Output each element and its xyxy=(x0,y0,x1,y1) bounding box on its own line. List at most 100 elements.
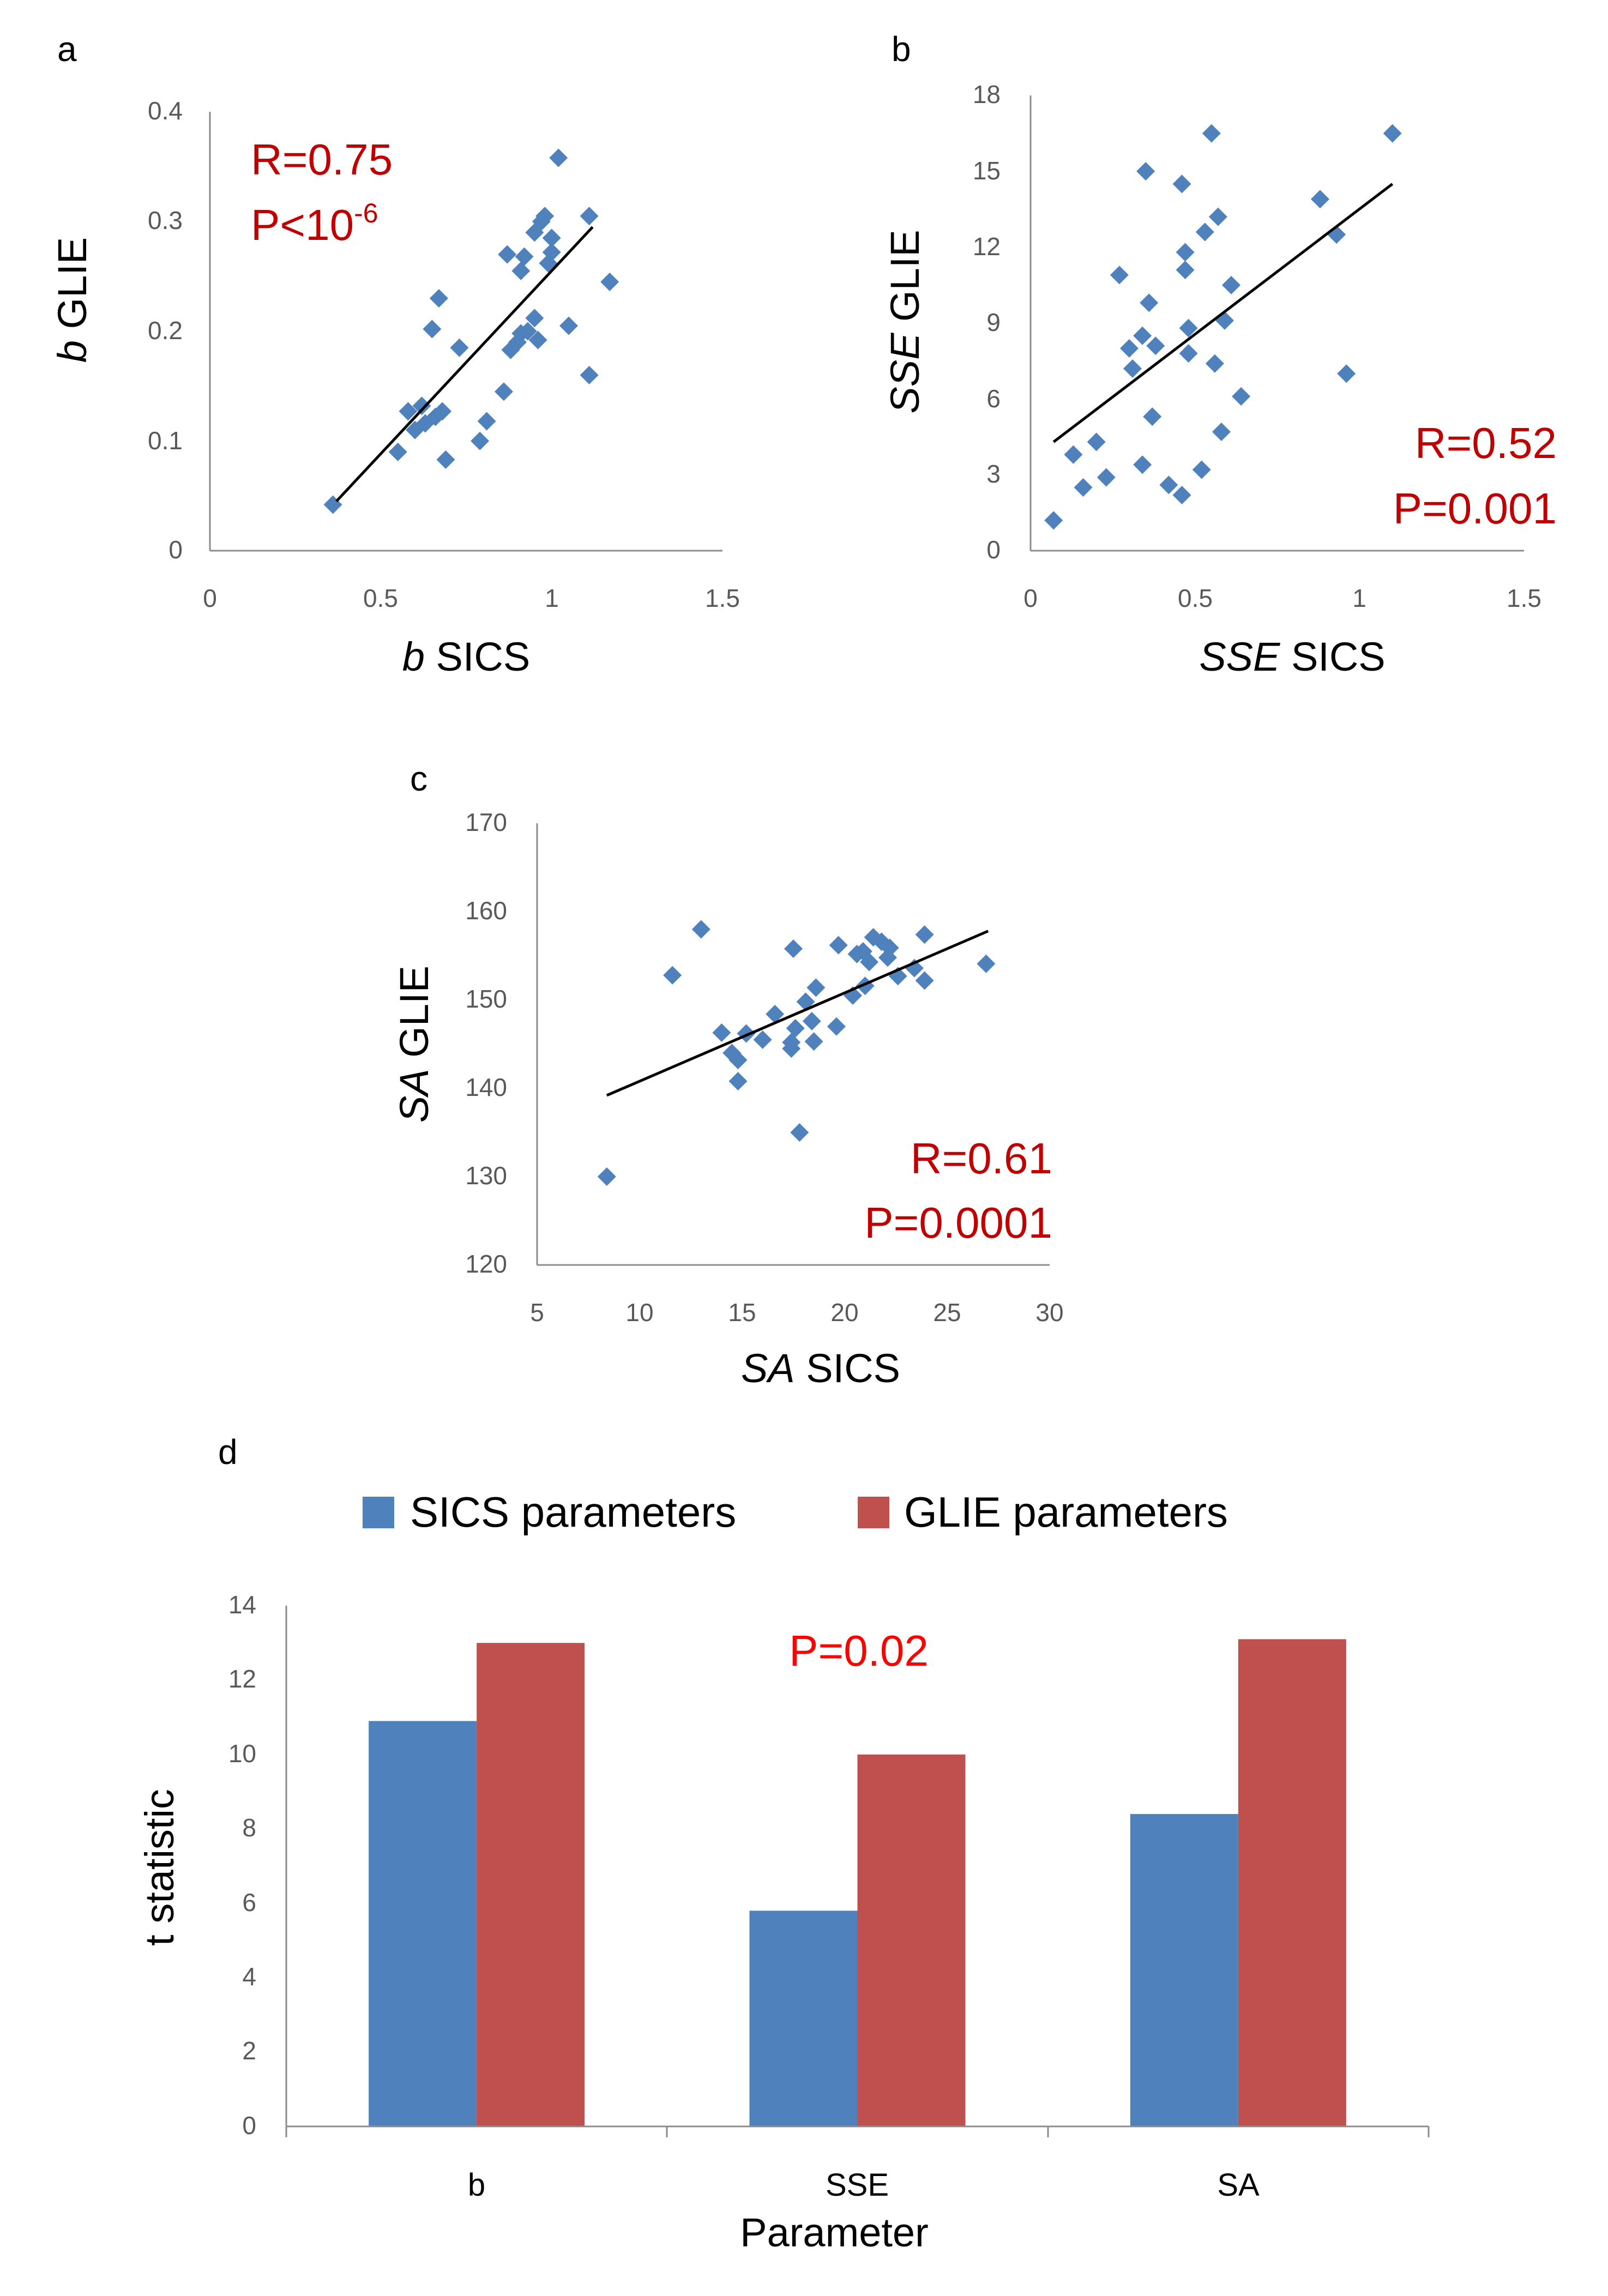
bar-sics-sse xyxy=(749,1911,858,2126)
legend-swatch-glie xyxy=(858,1497,889,1528)
y-tick-label: 15 xyxy=(973,156,1001,185)
bar-glie-sa xyxy=(1238,1639,1346,2126)
scatter-point xyxy=(766,1004,785,1023)
panel-a-y-axis-title: b GLIE xyxy=(50,237,95,363)
scatter-point xyxy=(860,953,879,972)
scatter-point xyxy=(1205,354,1224,373)
scatter-point xyxy=(806,978,826,997)
scatter-point xyxy=(597,1167,616,1186)
panel-letter-a: a xyxy=(57,29,77,69)
y-tick-label: 0.4 xyxy=(148,97,183,125)
scatter-point xyxy=(728,1072,748,1091)
x-tick-label: 25 xyxy=(933,1298,961,1327)
panel-d-y-ticks: 0 2 4 6 8 10 12 14 xyxy=(228,1590,256,2140)
y-tick-label: 2 xyxy=(242,2036,256,2065)
scatter-point xyxy=(1176,261,1195,280)
scatter-point xyxy=(1143,407,1162,426)
scatter-point xyxy=(784,939,803,959)
category-label-b: b xyxy=(468,2167,485,2203)
panel-letter-d: d xyxy=(218,1432,238,1472)
scatter-point xyxy=(1222,275,1241,294)
scatter-point xyxy=(1172,485,1191,504)
bar-sics-b xyxy=(369,1721,477,2126)
scatter-point xyxy=(1195,222,1214,242)
scatter-point xyxy=(691,920,710,939)
x-tick-label: 0 xyxy=(203,584,217,612)
scatter-point xyxy=(1044,511,1063,530)
y-tick-label: 3 xyxy=(986,460,1001,488)
scatter-point xyxy=(498,245,517,264)
scatter-point xyxy=(580,366,599,384)
panel-c-marks xyxy=(597,920,996,1186)
scatter-point xyxy=(1133,326,1152,345)
category-label-sse: SSE xyxy=(826,2167,889,2203)
y-tick-label: 14 xyxy=(228,1590,256,1619)
y-tick-label: 4 xyxy=(242,1962,256,1991)
trendline xyxy=(1052,183,1394,443)
category-label-sa: SA xyxy=(1217,2167,1260,2203)
y-tick-label: 150 xyxy=(465,985,507,1013)
scatter-point xyxy=(663,966,682,985)
y-tick-label: 18 xyxy=(973,80,1001,109)
scatter-point xyxy=(1310,190,1329,209)
y-tick-label: 170 xyxy=(465,808,507,836)
panel-a-x-ticks: 0 0.5 1 1.5 xyxy=(203,584,740,612)
scatter-point xyxy=(511,261,531,280)
y-tick-label: 12 xyxy=(973,232,1001,261)
panel-d-category-labels: b SSE SA xyxy=(468,2167,1260,2203)
scatter-point xyxy=(915,971,934,990)
panel-a-marks xyxy=(323,148,619,514)
scatter-point xyxy=(399,402,418,421)
scatter-point xyxy=(753,1030,772,1049)
scatter-point xyxy=(802,1011,821,1031)
scatter-point xyxy=(1087,432,1106,451)
x-tick-label: 1 xyxy=(545,584,559,612)
scatter-point xyxy=(518,322,537,341)
scatter-point xyxy=(515,247,534,266)
panel-b-y-axis-title: SSE GLIE xyxy=(882,230,928,413)
y-tick-label: 9 xyxy=(986,308,1001,336)
panel-b-scatter: b 0 3 6 9 12 15 18 0 0.5 1 1.5 SSE SICS … xyxy=(882,29,1557,679)
scatter-point xyxy=(827,1017,846,1036)
scatter-point xyxy=(804,1032,823,1051)
panel-c-x-ticks: 5 10 15 20 25 30 xyxy=(530,1298,1063,1327)
scatter-point xyxy=(712,1023,731,1042)
y-tick-label: 0 xyxy=(986,535,1001,564)
x-tick-label: 5 xyxy=(530,1298,544,1327)
y-tick-label: 130 xyxy=(465,1161,507,1190)
scatter-point xyxy=(728,1051,748,1070)
scatter-point xyxy=(1136,162,1155,181)
panel-a-x-axis-title: b SICS xyxy=(402,634,530,679)
scatter-point xyxy=(782,1039,801,1058)
scatter-point xyxy=(829,936,848,955)
y-tick-label: 10 xyxy=(228,1739,256,1768)
scatter-point xyxy=(1176,243,1195,262)
panel-c-y-ticks: 120 130 140 150 160 170 xyxy=(465,808,507,1278)
scatter-point xyxy=(1146,336,1165,355)
legend: SICS parameters GLIE parameters xyxy=(363,1488,1228,1536)
x-tick-label: 1 xyxy=(1352,584,1366,612)
scatter-point xyxy=(549,148,568,167)
scatter-point xyxy=(1212,422,1231,441)
bar-sics-sa xyxy=(1130,1814,1238,2126)
scatter-point xyxy=(423,320,442,339)
panel-b-x-axis-title: SSE SICS xyxy=(1199,634,1385,679)
scatter-point xyxy=(535,207,555,226)
panel-d-y-axis-title: t statistic xyxy=(137,1789,182,1946)
scatter-point xyxy=(1097,468,1116,487)
y-tick-label: 160 xyxy=(465,896,507,925)
y-tick-label: 12 xyxy=(228,1665,256,1693)
scatter-point xyxy=(1110,266,1129,285)
legend-label-glie: GLIE parameters xyxy=(904,1488,1228,1536)
scatter-point xyxy=(915,925,934,944)
y-tick-label: 8 xyxy=(242,1813,256,1842)
panel-c-scatter: c 120 130 140 150 160 170 5 10 15 20 25 … xyxy=(392,759,1064,1391)
scatter-point xyxy=(471,431,490,450)
panel-letter-b: b xyxy=(892,29,911,69)
scatter-point xyxy=(1179,344,1198,363)
scatter-point xyxy=(600,272,619,291)
scatter-point xyxy=(388,442,407,461)
scatter-point xyxy=(786,1019,805,1038)
legend-label-sics: SICS parameters xyxy=(410,1488,736,1536)
